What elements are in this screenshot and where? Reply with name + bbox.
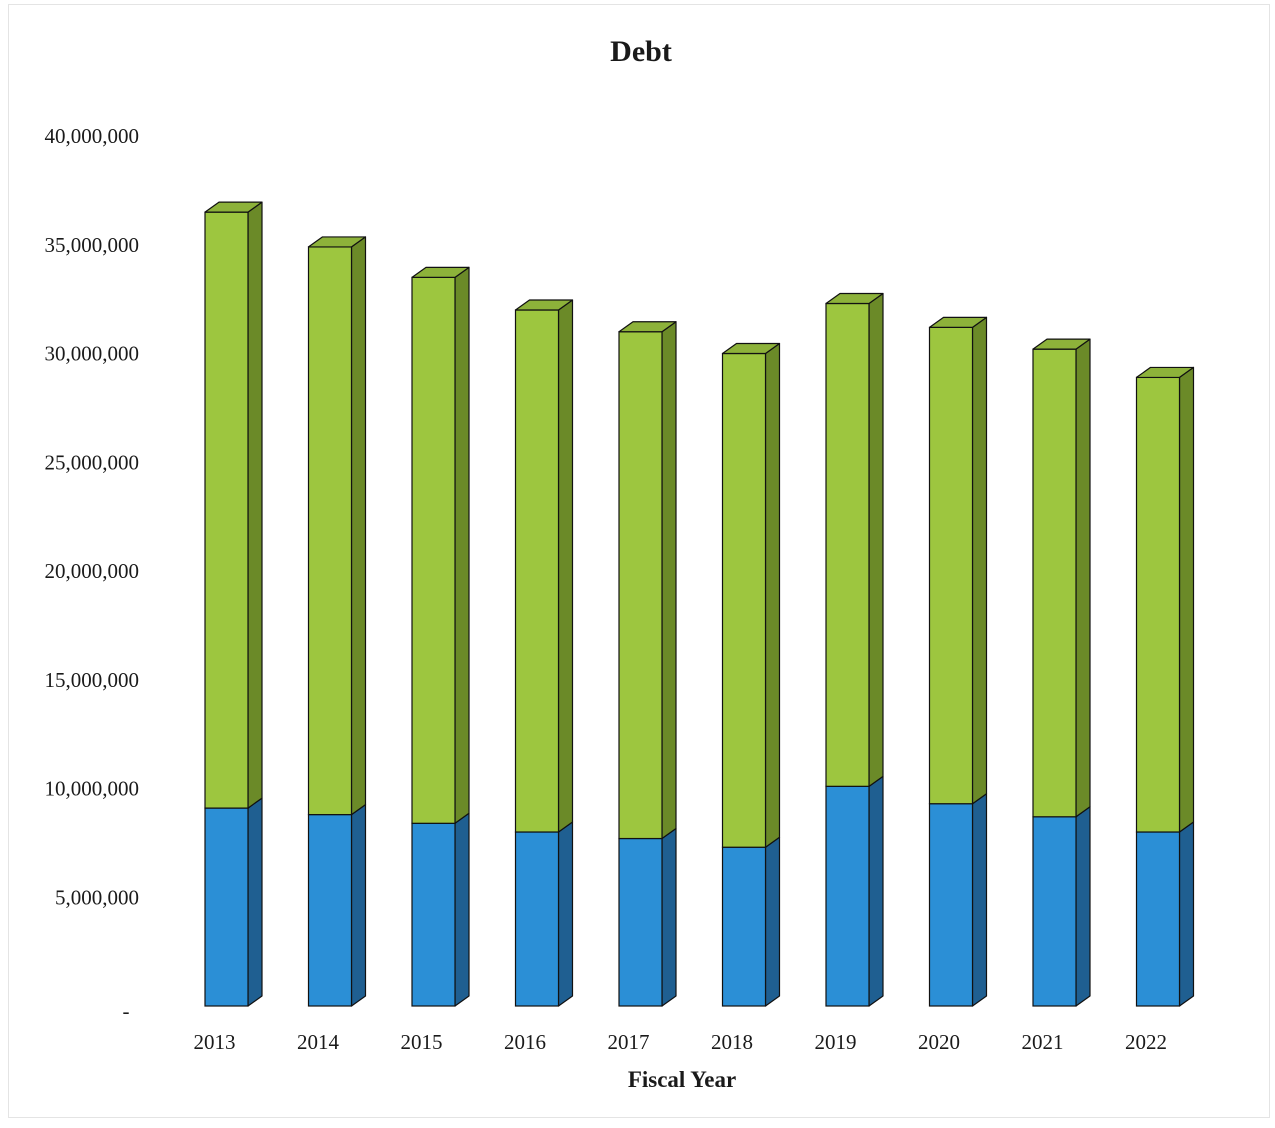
bar-segment-2022-s0 (1135, 831, 1181, 1007)
bar-group-2013 (204, 201, 263, 1007)
y-tick-label: 35,000,000 (45, 233, 140, 257)
bar-top-2020 (928, 316, 988, 328)
bars (204, 201, 1195, 1007)
x-axis-ticks: 2013 2014 2015 2016 2017 2018 2019 2020 2021 2022 (194, 1030, 1168, 1054)
bar-group-2019 (825, 292, 884, 1007)
bar-segment-2014-s0 (307, 813, 353, 1007)
x-tick-label: 2016 (504, 1030, 546, 1054)
bar-top-2013 (204, 201, 263, 213)
x-tick-label: 2014 (297, 1030, 340, 1054)
bar-top-2021 (1032, 338, 1091, 350)
x-tick-label: 2013 (194, 1030, 236, 1054)
bar-group-2017 (618, 321, 677, 1007)
bar-top-2016 (514, 299, 574, 311)
x-tick-label: 2017 (608, 1030, 650, 1054)
y-tick-label: 10,000,000 (45, 777, 140, 801)
bar-segment-2022-s1 (1135, 376, 1181, 833)
y-tick-label: 20,000,000 (45, 559, 140, 583)
bar-group-2015 (411, 266, 470, 1007)
y-tick-label: 25,000,000 (45, 450, 140, 474)
bar-segment-2020-s1 (928, 326, 974, 805)
bar-segment-2020-s0 (928, 803, 974, 1007)
y-tick-label: 40,000,000 (45, 124, 140, 148)
x-tick-label: 2019 (815, 1030, 857, 1054)
x-tick-label: 2020 (918, 1030, 960, 1054)
y-tick-label: - (123, 999, 130, 1023)
y-tick-label: 15,000,000 (45, 668, 140, 692)
x-tick-label: 2022 (1125, 1030, 1167, 1054)
bar-top-2018 (721, 342, 781, 355)
bar-segment-2016-s0 (514, 831, 560, 1007)
bar-segment-2017-s0 (618, 837, 663, 1007)
bar-top-2022 (1135, 366, 1195, 379)
bar-segment-2013-s0 (204, 807, 249, 1007)
bar-segment-2016-s1 (514, 309, 560, 833)
x-axis-label: Fiscal Year (628, 1067, 736, 1092)
bar-segment-2014-s1 (307, 246, 353, 816)
x-tick-label: 2015 (401, 1030, 443, 1054)
bar-segment-2015-s1 (411, 276, 456, 824)
bar-group-2021 (1032, 338, 1091, 1007)
bar-group-2020 (928, 316, 988, 1007)
bar-segment-2021-s1 (1032, 348, 1077, 818)
bar-segment-2019-s0 (825, 785, 870, 1007)
y-tick-label: 30,000,000 (45, 342, 140, 366)
x-tick-label: 2018 (711, 1030, 753, 1054)
bar-top-2015 (411, 266, 470, 278)
bar-segment-2018-s1 (721, 352, 767, 848)
y-axis-ticks: - 5,000,000 10,000,000 15,000,000 20,000,000… (45, 124, 140, 1023)
y-tick-label: 5,000,000 (55, 885, 139, 909)
x-tick-label: 2021 (1022, 1030, 1064, 1054)
bar-group-2022 (1135, 366, 1195, 1007)
bar-segment-2019-s1 (825, 302, 870, 787)
bar-top-2017 (618, 321, 677, 333)
bar-segment-2018-s0 (721, 846, 767, 1007)
bar-top-2019 (825, 292, 884, 305)
bar-group-2014 (307, 236, 367, 1007)
bar-segment-2021-s0 (1032, 816, 1077, 1007)
chart-frame (8, 4, 1270, 1118)
bar-group-2018 (721, 342, 781, 1007)
chart-title: Debt (610, 35, 672, 68)
bar-top-2014 (307, 236, 367, 248)
bar-group-2016 (514, 299, 574, 1007)
bar-segment-2013-s1 (204, 211, 249, 809)
bar-segment-2017-s1 (618, 331, 663, 840)
